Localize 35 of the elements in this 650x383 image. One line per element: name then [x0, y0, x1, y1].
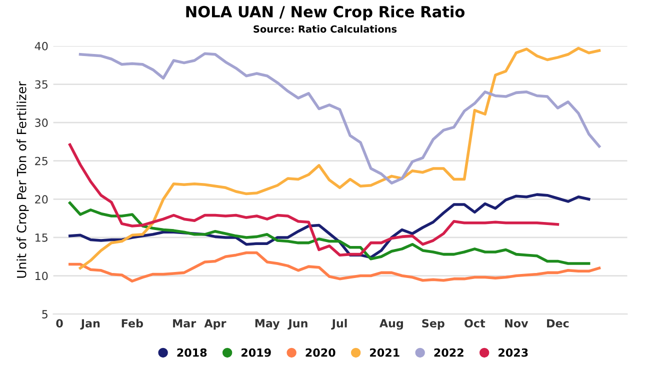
line-series [68, 251, 601, 283]
x-tick-label: Jun [288, 319, 308, 330]
x-tick-label: Aug [379, 319, 403, 330]
x-tick-label: 0 [56, 319, 63, 328]
y-tick-label: 35 [35, 80, 48, 89]
chart-title: NOLA UAN / New Crop Rice Ratio [186, 6, 465, 20]
chart-subtitle: Source: Ratio Calculations [254, 25, 397, 33]
x-tick-label: Sep [422, 319, 444, 330]
y-tick-label: 20 [35, 195, 48, 204]
line-series [78, 46, 601, 270]
line-series [78, 52, 601, 184]
x-tick-label: Jul [331, 318, 347, 330]
legend-label: 2022 [434, 348, 464, 357]
y-tick-label: 40 [34, 42, 48, 50]
x-tick-label: May [255, 319, 280, 330]
x-tick-label: Feb [122, 318, 143, 328]
line-series [68, 202, 590, 265]
legend-label: 2019 [242, 348, 271, 357]
x-tick-label: Jan [80, 319, 100, 330]
x-tick-label: Mar [173, 319, 196, 328]
x-tick-label: Dec [547, 319, 569, 328]
legend-label: 2021 [370, 348, 400, 357]
x-tick-label: Oct [464, 319, 486, 328]
legend-label: 2020 [306, 348, 336, 357]
x-tick-label: Nov [505, 319, 528, 328]
y-tick-label: 30 [35, 118, 48, 127]
x-tick-label: Apr [204, 319, 226, 330]
y-tick-label: 25 [35, 156, 48, 166]
y-tick-label: 10 [36, 272, 48, 280]
y-tick-label: 15 [36, 234, 48, 242]
legend-label: 2023 [498, 348, 528, 357]
line-series [68, 143, 560, 256]
y-axis-title: Unit of Crop Per Ton of Fertilizer [16, 81, 29, 278]
legend-label: 2018 [177, 348, 207, 357]
y-tick-label: 5 [42, 310, 48, 318]
